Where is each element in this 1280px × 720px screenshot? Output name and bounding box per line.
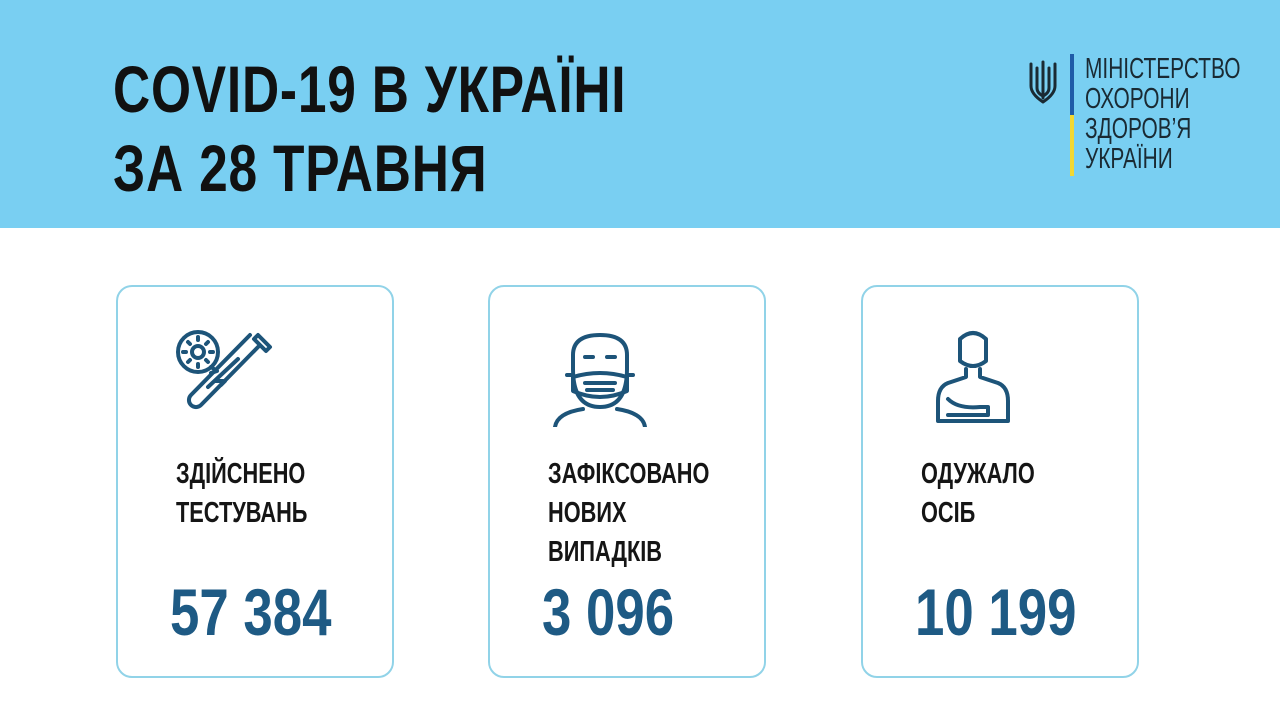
tests-count: 57 384 — [170, 575, 332, 649]
ministry-logo: МІНІСТЕРСТВО ОХОРОНИ ЗДОРОВ’Я УКРАЇНИ — [1028, 54, 1240, 184]
page-subtitle-date: ЗА 28 ТРАВНЯ — [113, 131, 488, 205]
card-tests: ЗДІЙСНЕНО ТЕСТУВАНЬ 57 384 — [116, 285, 394, 678]
flag-divider — [1070, 54, 1074, 176]
label-line: ТЕСТУВАНЬ — [176, 497, 308, 529]
ministry-line: МІНІСТЕРСТВО — [1085, 53, 1241, 85]
new-cases-count: 3 096 — [542, 575, 675, 649]
masked-person-icon — [553, 333, 647, 427]
ministry-name: МІНІСТЕРСТВО ОХОРОНИ ЗДОРОВ’Я УКРАЇНИ — [1085, 54, 1240, 174]
label-line: ВИПАДКІВ — [548, 536, 663, 568]
label-line: ОСІБ — [921, 497, 976, 529]
label-line: ЗДІЙСНЕНО — [176, 458, 306, 490]
trident-icon — [1029, 60, 1057, 104]
card-recovered: ОДУЖАЛО ОСІБ 10 199 — [861, 285, 1139, 678]
ministry-line: ОХОРОНИ — [1085, 83, 1190, 115]
ministry-line: УКРАЇНИ — [1085, 143, 1173, 175]
test-tube-virus-icon — [176, 330, 272, 410]
ministry-line: ЗДОРОВ’Я — [1085, 113, 1192, 145]
card-new-cases: ЗАФІКСОВАНО НОВИХ ВИПАДКІВ 3 096 — [488, 285, 766, 678]
label-line: ОДУЖАЛО — [921, 458, 1035, 490]
recovered-person-icon — [936, 331, 1010, 423]
label-line: ЗАФІКСОВАНО — [548, 458, 710, 490]
header-banner: COVID-19 В УКРАЇНІ ЗА 28 ТРАВНЯ МІНІСТЕР… — [0, 0, 1280, 228]
card-label: ЗДІЙСНЕНО ТЕСТУВАНЬ — [176, 455, 307, 533]
card-label: ЗАФІКСОВАНО НОВИХ ВИПАДКІВ — [548, 455, 709, 572]
label-line: НОВИХ — [548, 497, 627, 529]
page-title: COVID-19 В УКРАЇНІ — [113, 52, 627, 126]
card-label: ОДУЖАЛО ОСІБ — [921, 455, 1035, 533]
recovered-count: 10 199 — [915, 575, 1077, 649]
